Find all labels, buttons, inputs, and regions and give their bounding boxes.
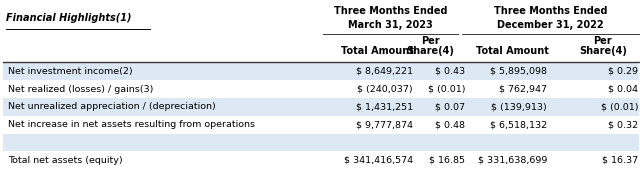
- Text: $ 5,895,098: $ 5,895,098: [490, 67, 547, 76]
- Text: $ 0.32: $ 0.32: [608, 120, 638, 129]
- Text: Share(4): Share(4): [406, 46, 454, 56]
- Text: $ 8,649,221: $ 8,649,221: [356, 67, 413, 76]
- Text: Financial Highlights(1): Financial Highlights(1): [6, 13, 132, 23]
- Text: $ (0.01): $ (0.01): [600, 102, 638, 111]
- Text: Total Amount: Total Amount: [476, 46, 548, 56]
- Text: Share(4): Share(4): [579, 46, 627, 56]
- Text: $ 6,518,132: $ 6,518,132: [490, 120, 547, 129]
- Text: $ 0.07: $ 0.07: [435, 102, 465, 111]
- Text: Net investment income(2): Net investment income(2): [8, 67, 133, 76]
- Text: Net realized (losses) / gains(3): Net realized (losses) / gains(3): [8, 85, 154, 94]
- Text: $ 16.37: $ 16.37: [602, 156, 638, 165]
- Text: $ 0.48: $ 0.48: [435, 120, 465, 129]
- Text: December 31, 2022: December 31, 2022: [497, 20, 604, 30]
- Text: $ 0.29: $ 0.29: [608, 67, 638, 76]
- Bar: [3, 134, 639, 152]
- Text: Three Months Ended: Three Months Ended: [333, 6, 447, 16]
- Text: $ 9,777,874: $ 9,777,874: [356, 120, 413, 129]
- Text: March 31, 2023: March 31, 2023: [348, 20, 433, 30]
- Text: $ 0.43: $ 0.43: [435, 67, 465, 76]
- Text: Three Months Ended: Three Months Ended: [493, 6, 607, 16]
- Text: $ 341,416,574: $ 341,416,574: [344, 156, 413, 165]
- Text: $ (139,913): $ (139,913): [492, 102, 547, 111]
- Bar: [3, 98, 639, 116]
- Text: $ 16.85: $ 16.85: [429, 156, 465, 165]
- Text: Per: Per: [420, 36, 440, 46]
- Text: $ (0.01): $ (0.01): [428, 85, 465, 94]
- Text: Net unrealized appreciation / (depreciation): Net unrealized appreciation / (depreciat…: [8, 102, 216, 111]
- Bar: [3, 62, 639, 80]
- Text: Net increase in net assets resulting from operations: Net increase in net assets resulting fro…: [8, 120, 255, 129]
- Text: Total Amount: Total Amount: [341, 46, 414, 56]
- Text: Per: Per: [593, 36, 612, 46]
- Text: $ (240,037): $ (240,037): [357, 85, 413, 94]
- Text: Total net assets (equity): Total net assets (equity): [8, 156, 123, 165]
- Text: $ 1,431,251: $ 1,431,251: [356, 102, 413, 111]
- Text: $ 762,947: $ 762,947: [499, 85, 547, 94]
- Text: $ 331,638,699: $ 331,638,699: [478, 156, 547, 165]
- Text: $ 0.04: $ 0.04: [608, 85, 638, 94]
